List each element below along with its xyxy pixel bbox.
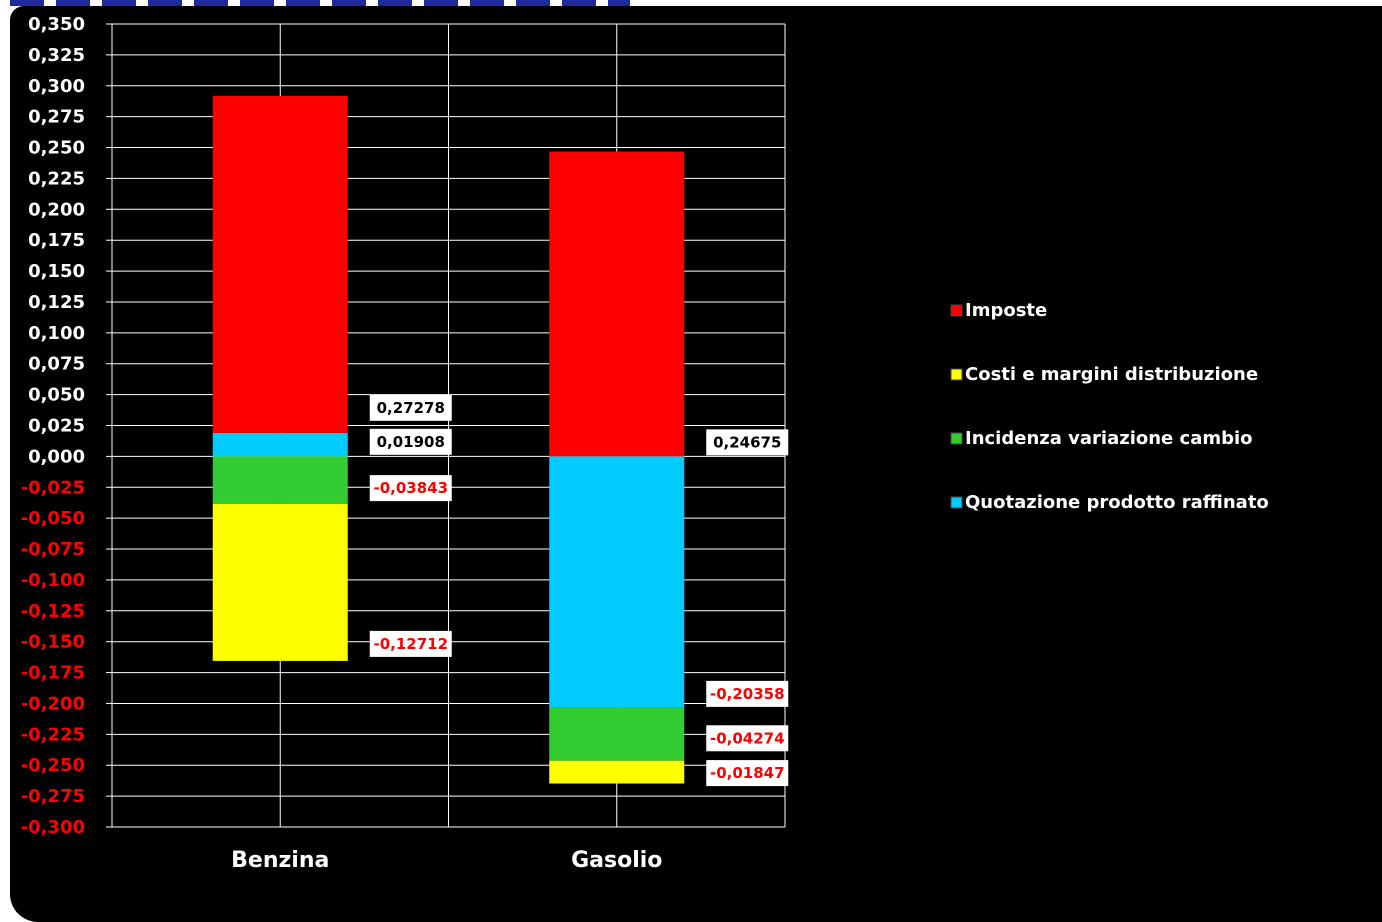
data-label: -0,01847 — [706, 760, 789, 787]
y-tick-label: -0,075 — [21, 539, 85, 560]
y-tick-label: 0,200 — [28, 199, 85, 220]
y-tick-labels: 0,350 0,325 0,300 0,275 0,250 0,225 0,200 0,175… — [21, 14, 85, 838]
data-label-box — [369, 475, 452, 502]
data-label-text: -0,12712 — [373, 635, 448, 653]
axes — [106, 23, 113, 828]
data-label-box — [369, 428, 452, 455]
y-tick-label: -0,275 — [21, 786, 85, 807]
legend-item: Incidenza variazione cambio — [950, 428, 1253, 449]
bar-segment — [212, 456, 348, 504]
data-label-text: 0,24675 — [713, 433, 781, 451]
y-tick-label: -0,100 — [21, 570, 85, 591]
bar-segment — [549, 760, 685, 784]
data-label: -0,12712 — [369, 630, 452, 657]
data-labels: 0,27278 0,01908 -0,03843 -0,12712 0,24675 -0,… — [369, 394, 789, 787]
legend-label: Imposte — [965, 300, 1047, 321]
y-tick-label: -0,225 — [21, 724, 85, 745]
data-label-text: -0,20358 — [710, 685, 785, 703]
y-tick-label: 0,325 — [28, 45, 85, 66]
legend-item: Imposte — [950, 300, 1047, 321]
data-label-box — [369, 630, 452, 657]
y-tick-label: 0,150 — [28, 261, 85, 282]
category-labels: Benzina Gasolio — [231, 848, 662, 873]
y-tick-label: 0,175 — [28, 230, 85, 251]
legend-item: Quotazione prodotto raffinato — [950, 492, 1269, 513]
data-label-box — [706, 429, 789, 456]
data-label-box — [706, 680, 789, 707]
data-label-box — [706, 760, 789, 787]
bar-segment — [212, 432, 348, 457]
y-tick-label: 0,350 — [28, 14, 85, 35]
bar-segment — [549, 151, 685, 457]
data-label: 0,24675 — [706, 429, 789, 456]
data-label-text: 0,01908 — [377, 433, 445, 451]
data-label-box — [706, 725, 789, 752]
y-tick-label: 0,250 — [28, 138, 85, 159]
data-label-text: -0,01847 — [710, 764, 785, 782]
bars — [212, 95, 685, 784]
bar-segment — [549, 456, 685, 708]
legend-swatch — [950, 368, 963, 381]
y-tick-label: 0,125 — [28, 292, 85, 313]
y-tick-label: 0,000 — [28, 446, 85, 467]
legend-label: Quotazione prodotto raffinato — [965, 492, 1269, 513]
legend-label: Costi e margini distribuzione — [965, 364, 1258, 385]
y-tick-label: -0,150 — [21, 632, 85, 653]
data-label-text: -0,03843 — [373, 479, 448, 497]
y-tick-label: 0,225 — [28, 168, 85, 189]
data-label-box — [369, 394, 452, 421]
bar-segment — [549, 707, 685, 761]
legend-item: Costi e margini distribuzione — [950, 364, 1258, 385]
top-strip — [0, 0, 1382, 8]
title-fragment — [10, 0, 630, 6]
y-tick-label: -0,175 — [21, 663, 85, 684]
y-tick-label: -0,025 — [21, 477, 85, 498]
data-label-text: -0,04274 — [710, 729, 785, 747]
legend-swatch — [950, 304, 963, 317]
legend-label: Incidenza variazione cambio — [965, 428, 1253, 449]
legend: Imposte Costi e margini distribuzione Inci… — [950, 300, 1269, 513]
y-tick-label: -0,125 — [21, 601, 85, 622]
y-tick-label: 0,075 — [28, 354, 85, 375]
data-label: -0,04274 — [706, 725, 789, 752]
data-label: 0,27278 — [369, 394, 452, 421]
bar-segment — [212, 503, 348, 661]
category-label: Gasolio — [571, 848, 662, 873]
legend-swatch — [950, 496, 963, 509]
data-label: -0,20358 — [706, 680, 789, 707]
y-tick-label: 0,300 — [28, 76, 85, 97]
data-label: -0,03843 — [369, 475, 452, 502]
data-label: 0,01908 — [369, 428, 452, 455]
y-tick-label: -0,300 — [21, 817, 85, 838]
data-label-text: 0,27278 — [377, 399, 445, 417]
bar-segment — [212, 95, 348, 433]
y-tick-label: -0,050 — [21, 508, 85, 529]
y-tick-label: 0,025 — [28, 416, 85, 437]
y-tick-label: 0,275 — [28, 107, 85, 128]
y-tick-label: 0,100 — [28, 323, 85, 344]
y-tick-label: 0,050 — [28, 385, 85, 406]
y-tick-label: -0,250 — [21, 755, 85, 776]
y-tick-label: -0,200 — [21, 693, 85, 714]
legend-swatch — [950, 432, 963, 445]
category-label: Benzina — [231, 848, 329, 873]
